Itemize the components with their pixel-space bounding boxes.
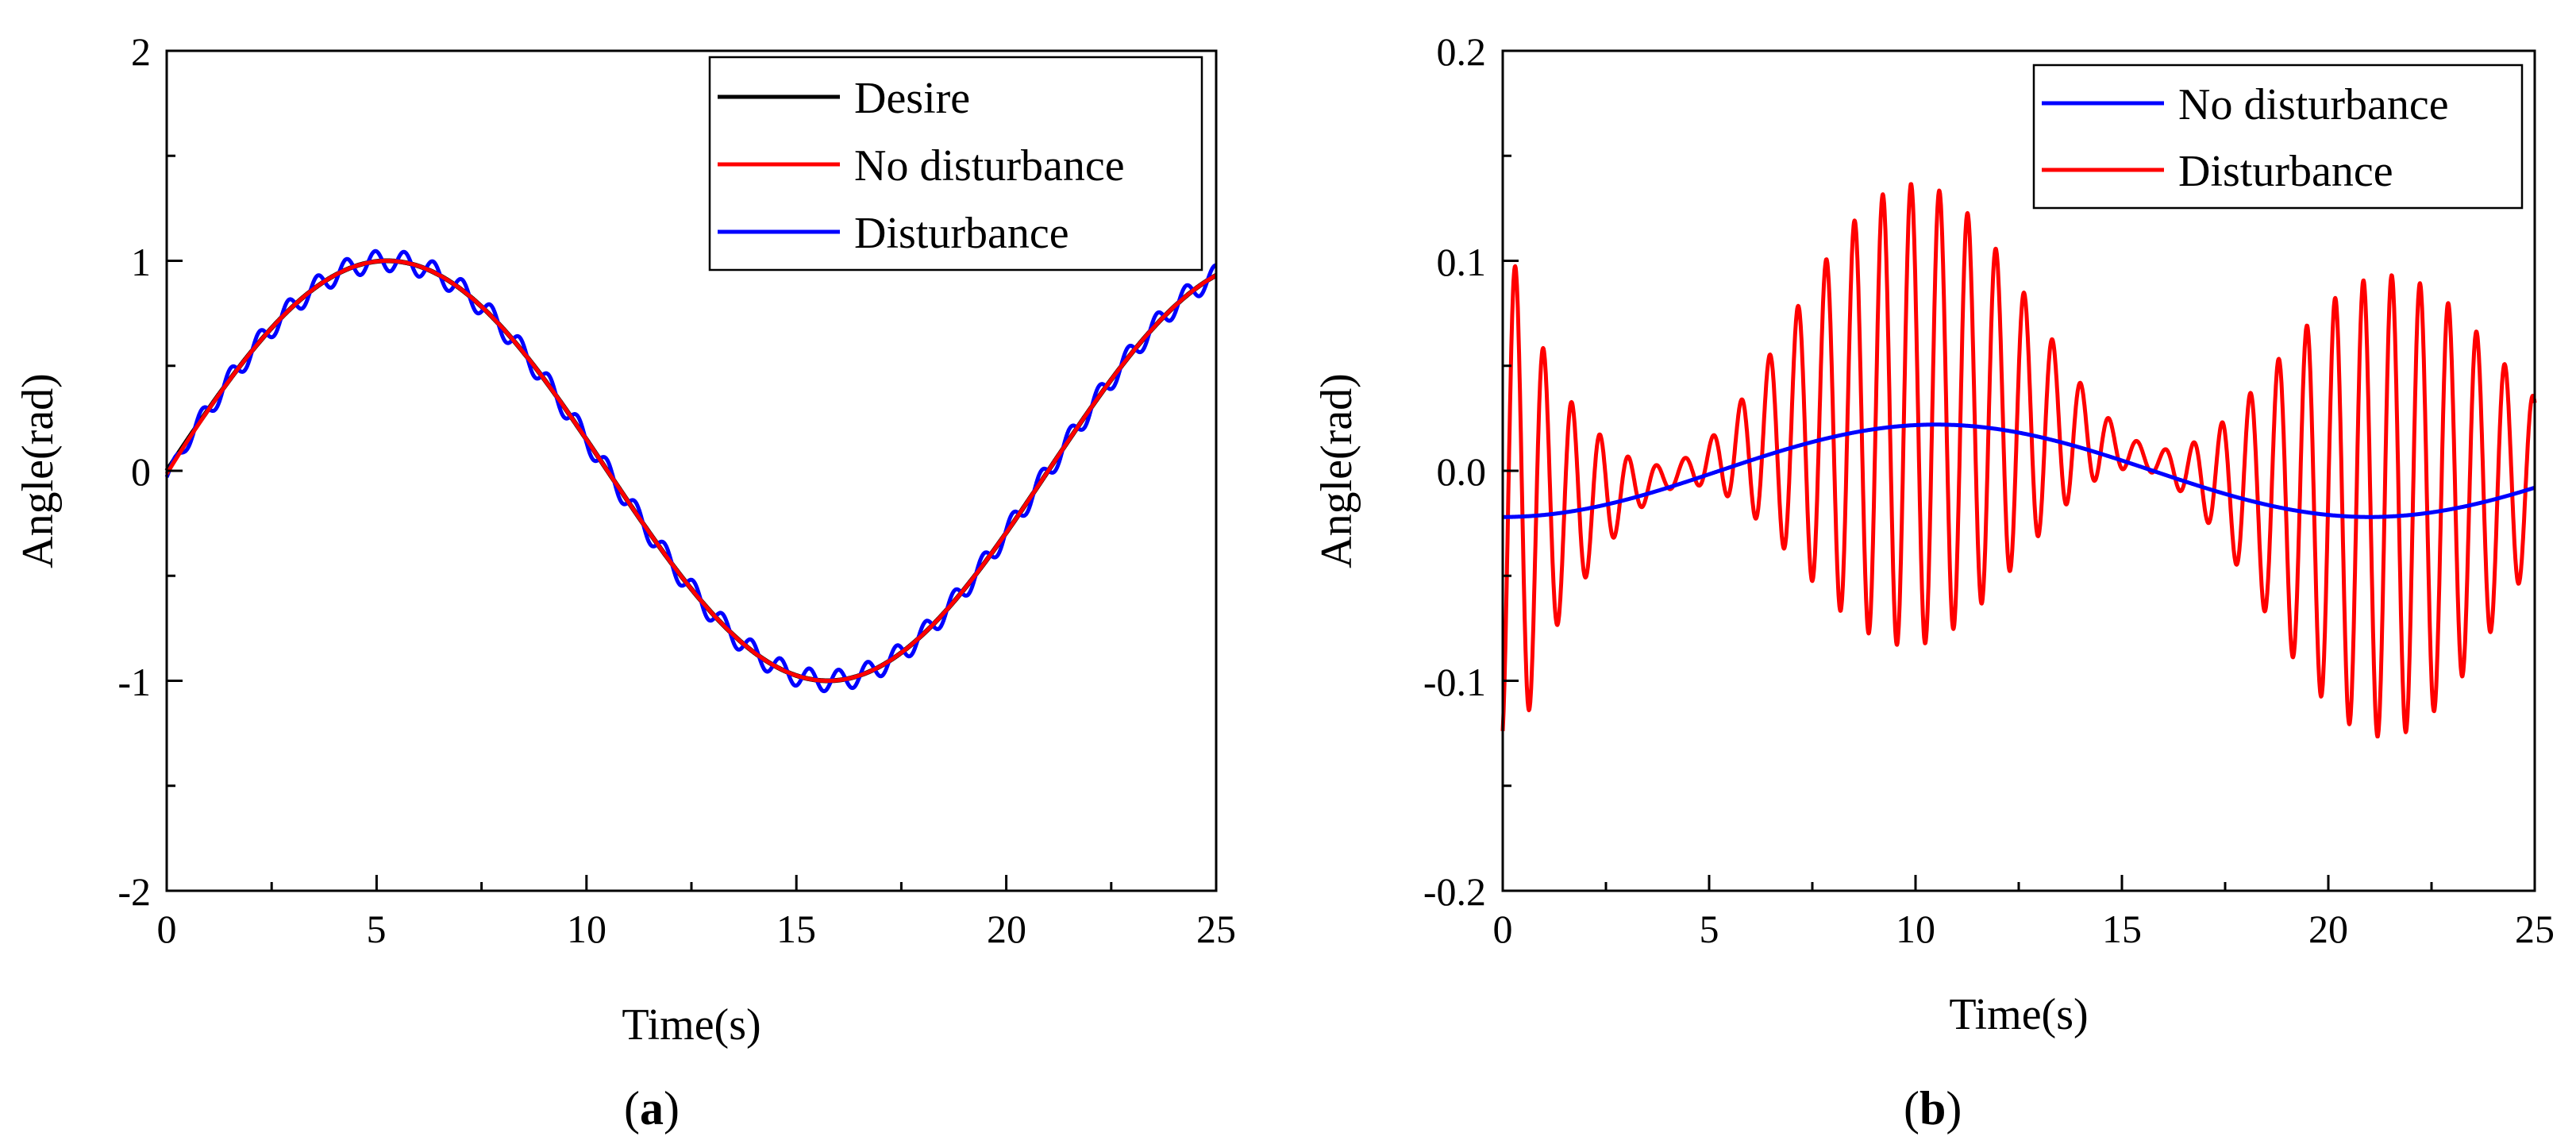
chart-b-ytick-2: -0.1 (1423, 660, 1486, 704)
chart-a-ylabel: Angle(rad) (13, 373, 63, 568)
chart-a-ytick-1: -2 (117, 869, 151, 914)
chart-a-xtick-1: 0 (157, 907, 177, 951)
chart-b-panel-label: (b) (1904, 1082, 1962, 1135)
chart-b-xtick-1: 0 (1493, 907, 1513, 951)
chart-b-legend: No disturbance Disturbance (2032, 64, 2524, 210)
chart-b-ylabel: Angle(rad) (1312, 373, 1361, 568)
chart-b-xtick-6: 25 (2515, 907, 2555, 951)
chart-b-ytick-3: 0.0 (1437, 449, 1487, 494)
chart-b-xlabel: Time(s) (1949, 990, 2088, 1039)
chart-a-series-disturbance (164, 248, 1218, 694)
chart-b-legend-label-disturbance: Disturbance (2178, 147, 2393, 196)
chart-a-xlabel: Time(s) (622, 1000, 760, 1050)
chart-a-ytick-2: -1 (117, 660, 151, 704)
chart-a-legend-label-disturbance: Disturbance (854, 209, 1069, 258)
chart-a-xtick-6: 25 (1196, 907, 1236, 951)
chart-b-ytick-4: 0.1 (1437, 240, 1487, 284)
chart-a-xtick-3: 10 (567, 907, 606, 951)
chart-b-series-no-disturbance (1501, 422, 2536, 519)
chart-a-series-no-disturbance (164, 259, 1218, 683)
chart-a-ytick-4: 1 (131, 240, 151, 284)
chart-a-legend-label-desire: Desire (854, 74, 970, 123)
chart-b-xtick-3: 10 (1896, 907, 1935, 951)
chart-b-series-disturbance (1500, 182, 2537, 739)
chart-b-xtick-2: 5 (1700, 907, 1719, 951)
chart-b-ytick-1: -0.2 (1423, 869, 1486, 914)
chart-a-panel-label: (a) (624, 1082, 680, 1135)
chart-b-legend-box (2032, 64, 2524, 210)
chart-a-legend: Desire No disturbance Disturbance (708, 56, 1203, 272)
chart-a: -2 -1 0 1 2 0 5 10 15 20 25 Time(s) Angl… (13, 29, 1236, 1135)
chart-a-panel-letter: a (640, 1082, 664, 1135)
chart-a-ytick-3: 0 (131, 449, 151, 494)
chart-a-xtick-4: 15 (776, 907, 816, 951)
chart-b: -0.2 -0.1 0.0 0.1 0.2 0 5 10 15 20 25 Ti… (1312, 29, 2555, 1135)
chart-b-ytick-5: 0.2 (1437, 29, 1487, 74)
chart-b-xtick-4: 15 (2102, 907, 2142, 951)
chart-a-ytick-5: 2 (131, 29, 151, 74)
chart-a-legend-label-no-disturbance: No disturbance (854, 141, 1125, 191)
chart-a-xtick-5: 20 (987, 907, 1026, 951)
chart-b-xtick-5: 20 (2308, 907, 2348, 951)
chart-b-legend-label-no-disturbance: No disturbance (2178, 80, 2449, 129)
chart-a-xtick-2: 5 (367, 907, 387, 951)
chart-a-series-desire (164, 258, 1219, 684)
chart-b-panel-letter: b (1919, 1082, 1946, 1135)
